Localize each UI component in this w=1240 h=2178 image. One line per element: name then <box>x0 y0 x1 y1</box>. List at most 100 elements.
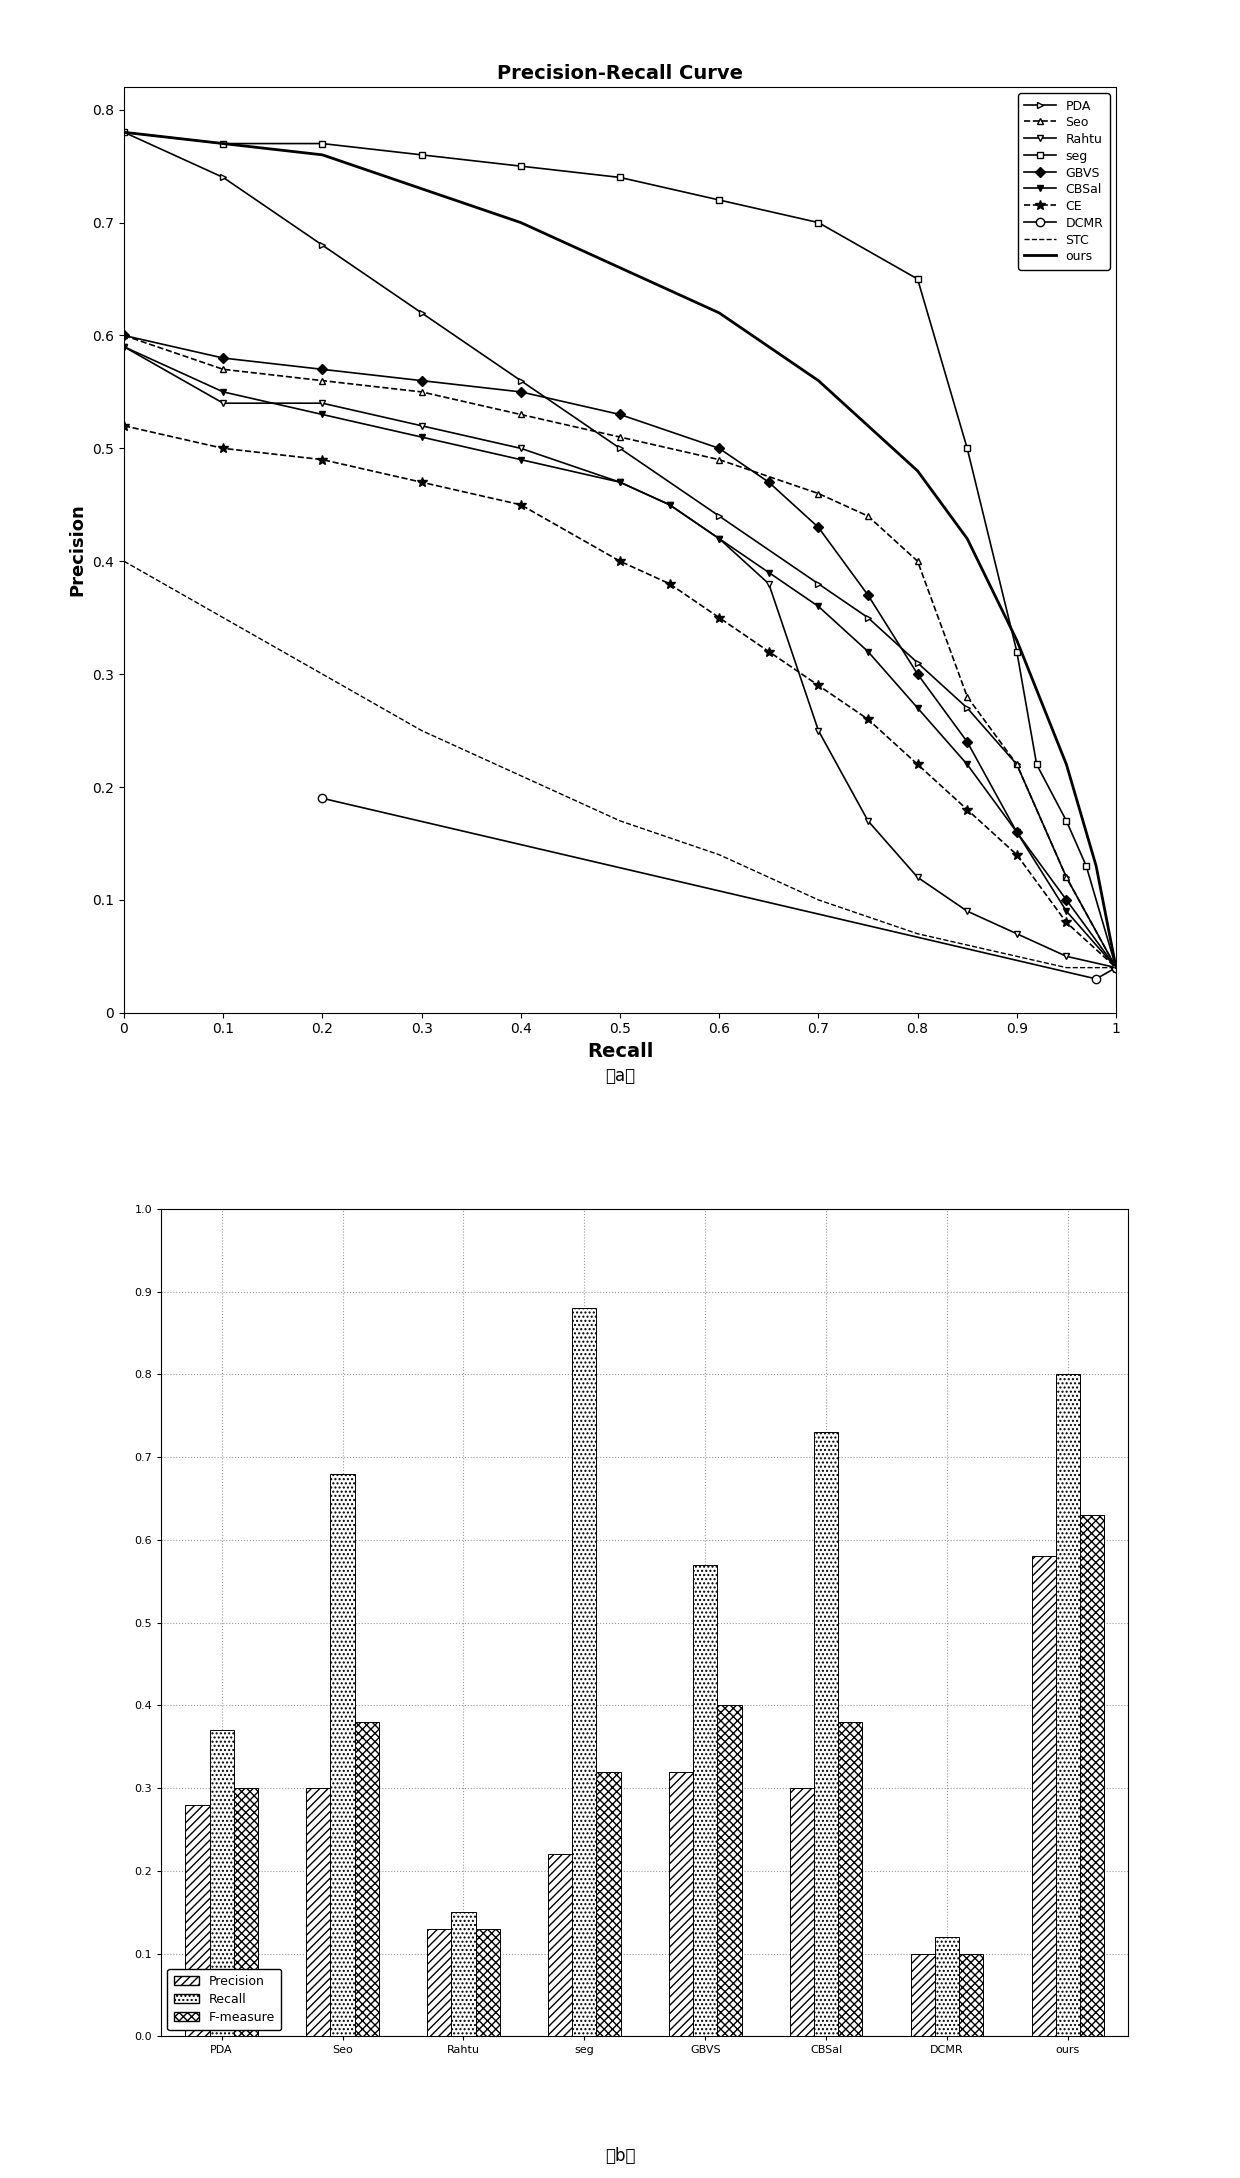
CBSal <box>761 560 776 586</box>
Bar <box>306 1788 330 2036</box>
STC <box>811 886 826 913</box>
CE <box>216 436 231 462</box>
Rahtu <box>861 808 875 834</box>
STC <box>960 932 975 958</box>
GBVS <box>216 344 231 370</box>
CBSal <box>117 333 131 359</box>
CBSal <box>1109 954 1123 980</box>
Rahtu <box>1059 943 1074 969</box>
Seo <box>1009 751 1024 778</box>
Bar <box>790 1788 815 2036</box>
Seo <box>117 322 131 348</box>
PDA <box>117 120 131 146</box>
CE <box>910 751 925 778</box>
seg <box>1079 854 1094 880</box>
ours <box>1009 627 1024 653</box>
seg <box>513 152 528 179</box>
seg <box>1109 954 1123 980</box>
PDA <box>613 436 627 462</box>
CE <box>513 492 528 518</box>
Rahtu <box>1109 954 1123 980</box>
CBSal <box>1009 819 1024 845</box>
CBSal <box>1059 897 1074 923</box>
STC <box>613 808 627 834</box>
STC <box>910 921 925 947</box>
STC <box>315 662 330 688</box>
Line: PDA: PDA <box>120 129 1120 971</box>
seg <box>315 131 330 157</box>
Bar <box>186 1806 210 2036</box>
CBSal <box>960 751 975 778</box>
ours <box>1059 751 1074 778</box>
Rahtu <box>216 390 231 416</box>
Legend: PDA, Seo, Rahtu, seg, GBVS, CBSal, CE, DCMR, STC, ours: PDA, Seo, Rahtu, seg, GBVS, CBSal, CE, D… <box>1018 94 1110 270</box>
CBSal <box>861 638 875 664</box>
ours <box>315 142 330 168</box>
Bar <box>815 1433 838 2036</box>
STC <box>414 717 429 743</box>
PDA <box>414 301 429 327</box>
Rahtu <box>513 436 528 462</box>
seg <box>712 187 727 213</box>
ours <box>712 301 727 327</box>
GBVS <box>861 582 875 608</box>
Bar <box>1080 1516 1105 2036</box>
seg <box>216 131 231 157</box>
CE <box>1109 954 1123 980</box>
Bar <box>838 1723 863 2036</box>
seg <box>613 163 627 189</box>
Bar <box>935 1936 960 2036</box>
PDA <box>315 233 330 259</box>
Bar <box>911 1954 935 2036</box>
seg <box>960 436 975 462</box>
CBSal <box>662 492 677 518</box>
PDA <box>861 605 875 632</box>
Seo <box>414 379 429 405</box>
seg <box>1009 638 1024 664</box>
Bar <box>1032 1557 1056 2036</box>
Rahtu <box>662 492 677 518</box>
Y-axis label: Precision: Precision <box>68 503 87 597</box>
Bar <box>718 1705 742 2036</box>
Seo <box>861 503 875 529</box>
Line: DCMR: DCMR <box>319 795 1120 982</box>
Line: Seo: Seo <box>120 331 1120 971</box>
Bar <box>596 1771 621 2036</box>
DCMR <box>1089 965 1104 991</box>
Text: （b）: （b） <box>605 2148 635 2165</box>
Seo <box>811 481 826 507</box>
Rahtu <box>414 412 429 438</box>
Rahtu <box>613 468 627 494</box>
STC <box>117 549 131 575</box>
ours <box>613 255 627 281</box>
Text: Precision
Recall
F-measure: Precision Recall F-measure <box>71 1596 103 1649</box>
Bar <box>476 1930 500 2036</box>
CBSal <box>811 592 826 619</box>
CE <box>117 412 131 438</box>
Rahtu <box>712 525 727 551</box>
CBSal <box>910 695 925 721</box>
STC <box>1059 954 1074 980</box>
CE <box>315 446 330 473</box>
STC <box>1009 943 1024 969</box>
Rahtu <box>761 571 776 597</box>
ours <box>960 525 975 551</box>
Bar <box>234 1788 258 2036</box>
STC <box>1109 954 1123 980</box>
Bar <box>548 1853 573 2036</box>
ours <box>811 368 826 394</box>
Rahtu <box>315 390 330 416</box>
CE <box>613 549 627 575</box>
Title: Precision-Recall Curve: Precision-Recall Curve <box>497 63 743 83</box>
Seo <box>1109 954 1123 980</box>
Rahtu <box>811 717 826 743</box>
Bar <box>1056 1374 1080 2036</box>
Bar <box>693 1564 717 2036</box>
X-axis label: Recall: Recall <box>587 1041 653 1061</box>
GBVS <box>117 322 131 348</box>
Line: GBVS: GBVS <box>120 331 1120 971</box>
Line: seg: seg <box>120 129 1120 971</box>
GBVS <box>910 662 925 688</box>
Bar <box>330 1475 355 2036</box>
Seo <box>910 549 925 575</box>
